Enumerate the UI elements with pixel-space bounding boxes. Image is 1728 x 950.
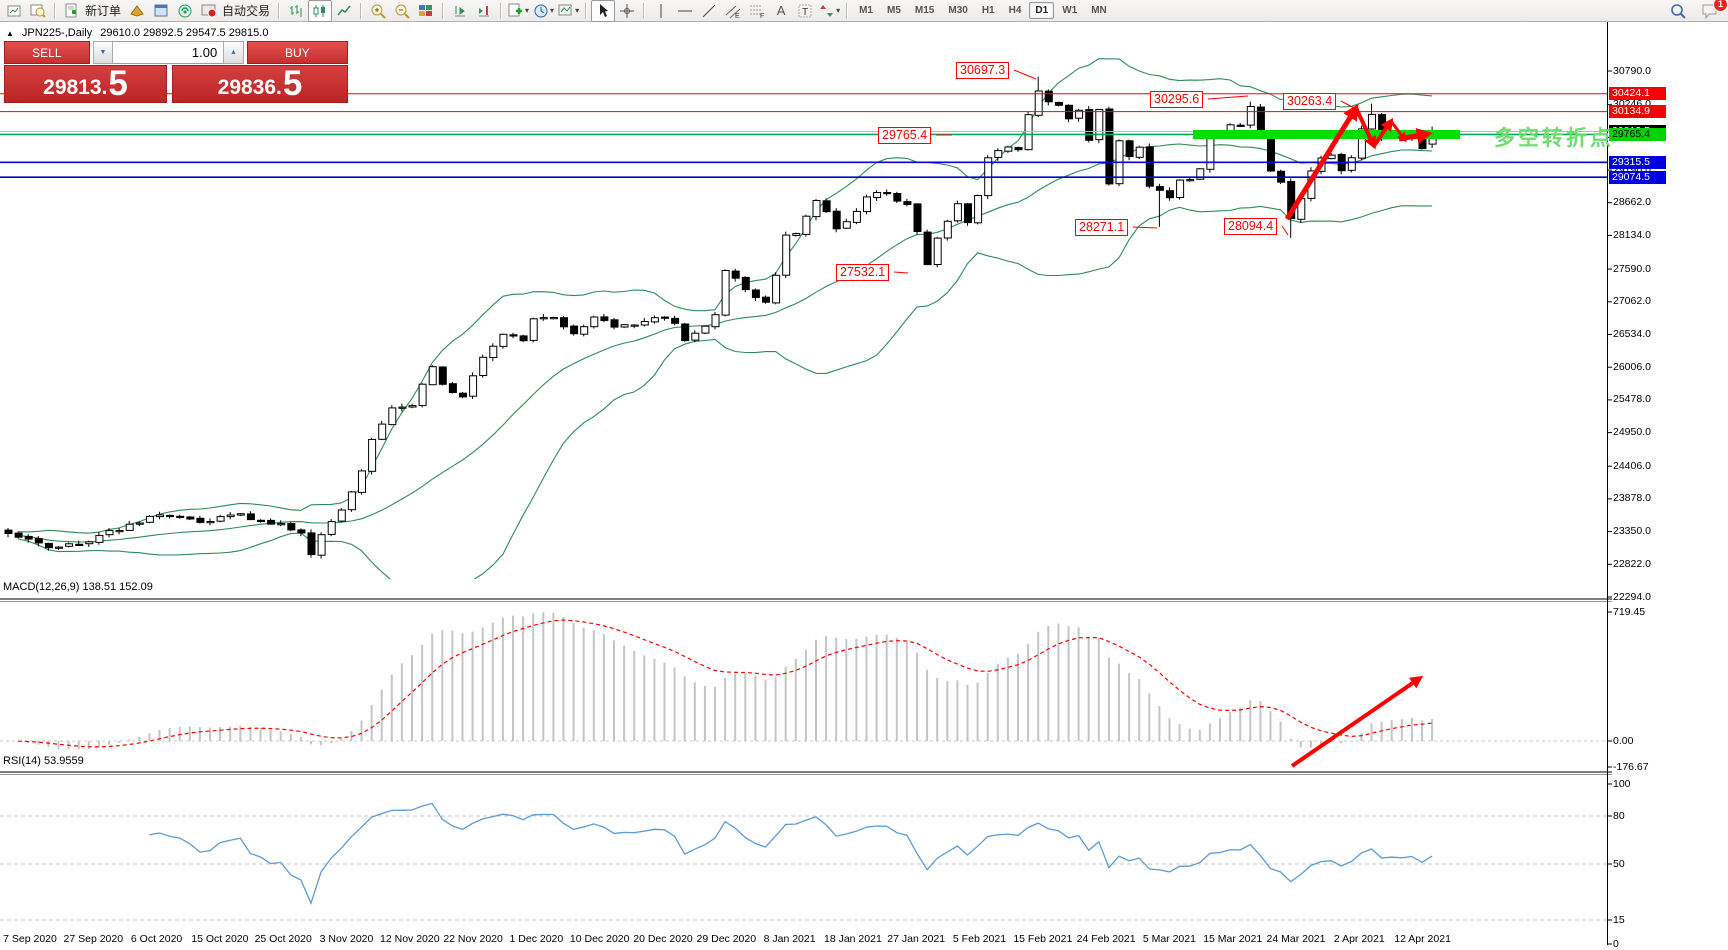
text-label-tool-icon[interactable]: T — [793, 0, 817, 22]
separator — [360, 2, 363, 19]
notification-badge: 1 — [1713, 0, 1728, 12]
svg-text:T: T — [802, 7, 808, 18]
zoom-out-icon[interactable] — [390, 0, 414, 22]
candlestick-chart-type-icon[interactable] — [308, 0, 333, 22]
sell-button[interactable]: SELL — [4, 41, 90, 64]
volume-decrease-button[interactable]: ▼ — [92, 41, 114, 64]
new-order-button[interactable]: 新订单 — [85, 4, 122, 18]
channel-tool-icon[interactable]: E — [721, 0, 745, 22]
horizontal-line-tool-icon[interactable] — [673, 0, 697, 22]
buy-price-big-digit: 5 — [282, 64, 303, 103]
new-chart-icon[interactable]: ▾ — [506, 0, 531, 22]
trendline-tool-icon[interactable] — [697, 0, 721, 22]
chart-preview-icon[interactable] — [26, 0, 50, 22]
separator — [585, 2, 588, 19]
zoom-in-icon[interactable] — [366, 0, 390, 22]
chart-shift-icon[interactable] — [448, 0, 472, 22]
volume-input[interactable] — [113, 41, 224, 64]
volume-increase-button[interactable]: ▲ — [223, 41, 244, 64]
bar-chart-type-icon[interactable] — [284, 0, 308, 22]
templates-icon[interactable]: ▾ — [556, 0, 581, 22]
buy-button[interactable]: BUY — [246, 41, 349, 64]
market-watch-icon[interactable] — [125, 0, 149, 22]
separator — [442, 2, 445, 19]
profiles-clock-icon[interactable]: ▾ — [531, 0, 556, 22]
arrows-tool-icon[interactable]: ▾ — [817, 0, 842, 22]
separator — [643, 2, 646, 19]
chart-canvas[interactable] — [0, 22, 1728, 945]
buy-price-main: 29836 — [217, 76, 277, 99]
svg-text:F: F — [760, 13, 764, 19]
navigator-icon[interactable] — [173, 0, 197, 22]
timeframe-mn[interactable]: MN — [1091, 5, 1107, 16]
chart-window-icon[interactable] — [2, 0, 26, 22]
separator — [54, 2, 56, 19]
svg-text:E: E — [735, 13, 740, 19]
separator — [846, 2, 849, 19]
timeframe-w1[interactable]: W1 — [1062, 5, 1078, 16]
separator — [278, 2, 281, 19]
buy-price-dot: . — [276, 76, 282, 99]
fibonacci-tool-icon[interactable]: F — [745, 0, 769, 22]
search-icon[interactable] — [1666, 0, 1690, 22]
tile-windows-icon[interactable] — [414, 0, 438, 22]
timeframe-h1[interactable]: H1 — [981, 5, 995, 16]
auto-scroll-icon[interactable] — [472, 0, 496, 22]
timeframe-m15[interactable]: M15 — [914, 5, 935, 16]
separator — [500, 2, 503, 19]
new-order-icon[interactable] — [60, 0, 84, 22]
cursor-tool-icon[interactable] — [591, 0, 616, 22]
data-window-icon[interactable] — [149, 0, 173, 22]
notifications-icon[interactable]: 1 — [1698, 0, 1728, 22]
line-chart-type-icon[interactable] — [332, 0, 356, 22]
sell-price-big-digit: 5 — [108, 64, 128, 103]
timeframe-m30[interactable]: M30 — [948, 5, 968, 16]
vertical-line-tool-icon[interactable] — [649, 0, 673, 22]
timeframe-m1[interactable]: M1 — [859, 5, 873, 16]
timeframe-h4[interactable]: H4 — [1008, 5, 1022, 16]
sell-price-display[interactable]: 29813. 5 — [4, 65, 167, 103]
buy-price-display[interactable]: 29836. 5 — [172, 65, 348, 103]
timeframe-d1[interactable]: D1 — [1029, 2, 1055, 19]
timeframe-m5[interactable]: M5 — [887, 5, 901, 16]
sell-price-dot: . — [101, 76, 108, 99]
one-click-trading-panel: SELL ▼ ▲ BUY 29813.5 29836.5 — [4, 41, 349, 103]
text-tool-icon[interactable]: A — [776, 3, 786, 18]
autotrading-icon[interactable] — [197, 0, 221, 22]
crosshair-tool-icon[interactable] — [615, 0, 639, 22]
main-toolbar: 新订单 自动交易 ▾ ▾ ▾ E F A T ▾ M1 M5 M15 M30 H… — [0, 0, 1728, 22]
sell-price-main: 29813 — [43, 76, 102, 99]
autotrading-button[interactable]: 自动交易 — [222, 4, 271, 18]
chart-window[interactable]: ▲ JPN225-,Daily 29610.0 29892.5 29547.5 … — [0, 22, 1728, 949]
